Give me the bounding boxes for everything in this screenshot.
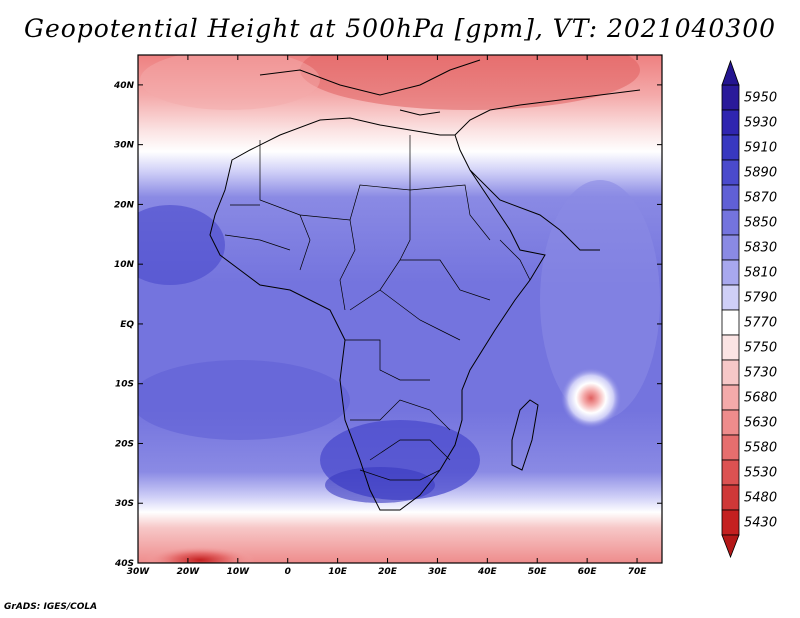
colorbar-swatch [721, 134, 740, 161]
colorbar-swatch [721, 434, 740, 461]
lon-label: 0 [285, 567, 291, 577]
colorbar-label: 5870 [744, 191, 777, 206]
colorbar-swatch [721, 484, 740, 511]
colorbar-swatch [721, 284, 740, 311]
colorbar-label: 5730 [744, 366, 777, 381]
colorbar-swatch [721, 359, 740, 386]
colorbar-swatch [721, 334, 740, 361]
lat-label: 40N [113, 81, 135, 91]
colorbar-label: 5480 [744, 491, 777, 506]
lat-label: 20N [114, 200, 135, 210]
lat-label: 30S [115, 499, 134, 509]
lat-label: 10S [115, 380, 134, 390]
colorbar-label: 5790 [744, 291, 777, 306]
colorbar-label: 5580 [744, 441, 777, 456]
colorbar-label: 5430 [744, 516, 777, 531]
colorbar-label: 5930 [744, 116, 777, 131]
grads-credit: GrADS: IGES/COLA [4, 602, 98, 612]
colorbar-swatch [721, 159, 740, 186]
colorbar-label: 5830 [744, 241, 777, 256]
lon-label: 50E [528, 567, 548, 577]
lon-label: 10W [227, 567, 251, 577]
colorbar-swatch [721, 459, 740, 486]
colorbar-label: 5750 [744, 341, 777, 356]
coastlines [209, 59, 641, 511]
lat-axis: 40N 30N 20N 10N EQ 10S 20S 30S 40S [113, 81, 662, 569]
colorbar-top-arrow [721, 59, 740, 86]
plot-frame [137, 54, 663, 564]
colorbar-label: 5850 [744, 216, 777, 231]
borders [224, 135, 531, 481]
lat-label: 10N [114, 260, 135, 270]
lon-label: 20E [378, 567, 398, 577]
lat-label: 40S [114, 559, 134, 569]
lon-label: 40E [477, 567, 498, 577]
colorbar-label: 5810 [744, 266, 777, 281]
lat-label: EQ [120, 320, 134, 330]
colorbar-swatch [721, 109, 740, 136]
colorbar-swatch [721, 234, 740, 261]
colorbar-label: 5910 [744, 141, 777, 156]
colorbar-swatch [721, 409, 740, 436]
colorbar-swatch [721, 209, 740, 236]
colorbar: 5950 5930 5910 5890 5870 5850 5830 5810 5790 5770… [721, 59, 777, 559]
colorbar-label: 5950 [744, 91, 777, 106]
lon-axis: 30W 20W 10W 0 10E 20E 30E 40E 50E 60E 70E [127, 55, 647, 577]
lat-label: 30N [114, 141, 135, 151]
colorbar-swatch [721, 259, 740, 286]
lon-label: 30W [127, 567, 151, 577]
colorbar-label: 5630 [744, 416, 777, 431]
lon-label: 60E [578, 567, 598, 577]
colorbar-bottom-arrow [721, 534, 740, 559]
colorbar-swatch [721, 184, 740, 211]
colorbar-label: 5680 [744, 391, 777, 406]
colorbar-label: 5890 [744, 166, 777, 181]
map-title: Geopotential Height at 500hPa [gpm], VT:… [23, 14, 777, 43]
colorbar-label: 5530 [744, 466, 777, 481]
lon-label: 10E [328, 567, 348, 577]
lon-label: 20W [177, 567, 201, 577]
colorbar-swatch [721, 384, 740, 411]
colorbar-swatch [721, 309, 740, 336]
height-field [138, 55, 662, 563]
lon-label: 30E [428, 567, 448, 577]
lon-label: 70E [628, 567, 648, 577]
colorbar-label: 5770 [744, 316, 777, 331]
colorbar-swatch [721, 509, 740, 536]
colorbar-swatch [721, 84, 740, 111]
lat-label: 20S [115, 439, 134, 449]
